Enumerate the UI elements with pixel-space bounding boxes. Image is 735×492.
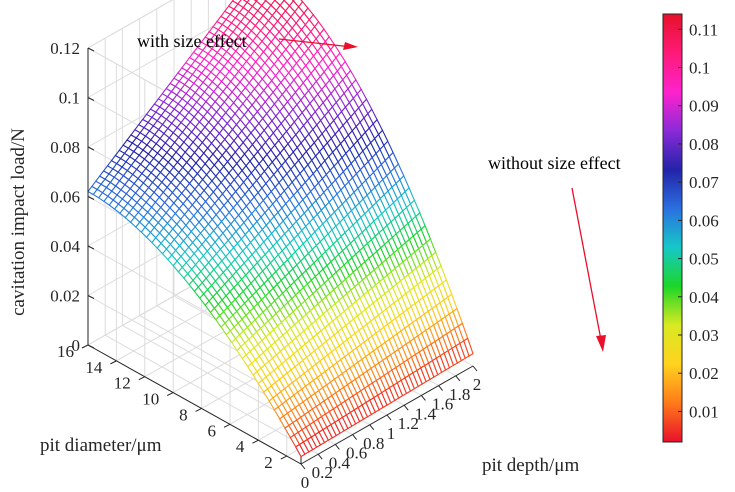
annotation-with-size-effect-arrowhead xyxy=(343,42,358,50)
x-tick-label: 0.4 xyxy=(329,453,351,472)
colorbar-tick-label: 0.04 xyxy=(689,288,719,307)
x-tick-mark xyxy=(421,395,426,401)
x-tick-mark xyxy=(455,375,461,382)
colorbar-tick-label: 0.02 xyxy=(689,364,719,383)
annotation-with-size-effect-text: with size effect xyxy=(137,31,247,51)
grid-line xyxy=(104,334,319,455)
z-tick-label: 0.1 xyxy=(59,89,80,108)
y-tick-label: 16 xyxy=(57,342,74,361)
x-tick-label: 1.2 xyxy=(398,414,419,433)
x-tick-mark xyxy=(369,424,375,431)
z-tick-mark xyxy=(87,245,95,250)
x-axis-label: pit depth/μm xyxy=(482,455,579,476)
x-tick-mark xyxy=(335,444,340,450)
annotation-without-size-effect-arrowhead xyxy=(596,335,606,352)
x-tick-mark xyxy=(300,463,306,470)
y-tick-label: 8 xyxy=(179,405,188,424)
y-tick-mark xyxy=(280,455,288,460)
y-tick-mark xyxy=(252,439,259,444)
y-tick-mark xyxy=(138,376,146,381)
z-tick-mark xyxy=(87,146,95,151)
y-tick-mark xyxy=(223,423,231,428)
y-tick-label: 4 xyxy=(236,437,245,456)
x-tick-mark xyxy=(386,414,392,421)
y-tick-label: 6 xyxy=(208,421,217,440)
z-tick-label: 0 xyxy=(72,336,81,355)
annotation-with-size-effect: with size effect xyxy=(137,31,358,51)
y-tick-mark xyxy=(110,360,117,365)
x-tick-label: 0.2 xyxy=(312,463,333,482)
surface-cell xyxy=(242,0,250,4)
x-tick-mark xyxy=(472,365,478,372)
x-tick-mark xyxy=(438,385,443,391)
y-tick-mark xyxy=(81,344,89,349)
x-tick-mark xyxy=(403,404,409,411)
x-tick-label: 1 xyxy=(387,424,396,443)
colorbar-tick-label: 0.01 xyxy=(689,402,719,421)
x-tick-label: 0.8 xyxy=(363,434,384,453)
annotation-without-size-effect-arrow xyxy=(571,187,602,341)
colorbar-tick-label: 0.09 xyxy=(689,97,719,116)
y-axis-line xyxy=(87,344,302,465)
y-axis-label: pit diameter/μm xyxy=(40,435,162,456)
z-tick-mark xyxy=(87,344,95,349)
surface-mesh xyxy=(87,0,474,458)
y-tick-label: 2 xyxy=(264,453,273,472)
colorbar-tick-label: 0.1 xyxy=(689,59,710,78)
y-tick-label: 14 xyxy=(85,358,103,377)
x-tick-label: 0.6 xyxy=(346,444,367,463)
z-tick-label: 0.06 xyxy=(50,188,80,207)
x-tick-label: 1.8 xyxy=(449,385,470,404)
y-tick-label: 10 xyxy=(142,390,159,409)
colorbar-ticks: 0.01 0.02 0.03 0.04 0.05 0.06 0.07 0.08 0.09 0.1 0… xyxy=(678,20,719,421)
annotation-without-size-effect: without size effect xyxy=(488,153,621,352)
colorbar-tick-label: 0.08 xyxy=(689,135,719,154)
tick-labels: 00.020.040.060.080.10.1224681012141600.2… xyxy=(50,39,481,492)
y-tick-mark xyxy=(166,392,174,397)
x-tick-label: 0 xyxy=(301,473,310,492)
x-tick-mark xyxy=(352,434,357,440)
box-edge xyxy=(87,0,174,49)
colorbar-tick-label: 0.07 xyxy=(689,173,719,192)
annotation-with-size-effect-arrow xyxy=(278,38,353,48)
x-tick-mark xyxy=(317,453,323,460)
z-tick-mark xyxy=(87,295,95,299)
colorbar-tick-label: 0.11 xyxy=(689,20,718,39)
colorbar-tick-label: 0.03 xyxy=(689,326,719,345)
x-tick-label: 1.4 xyxy=(415,404,437,423)
z-tick-mark xyxy=(87,196,95,200)
z-tick-label: 0.04 xyxy=(50,237,80,256)
colorbar-tick-label: 0.05 xyxy=(689,250,719,269)
z-tick-label: 0.12 xyxy=(50,39,80,58)
colorbar-tick-label: 0.06 xyxy=(689,211,719,230)
z-tick-label: 0.08 xyxy=(50,138,80,157)
z-axis-label: cavitation impact load/N xyxy=(8,128,29,316)
x-tick-label: 1.6 xyxy=(432,395,453,414)
colorbar-gradient xyxy=(662,13,683,443)
z-tick-mark xyxy=(87,47,95,52)
x-tick-label: 2 xyxy=(473,375,482,394)
annotation-without-size-effect-text: without size effect xyxy=(488,153,621,173)
surface-cell xyxy=(463,337,474,357)
y-tick-mark xyxy=(195,408,202,412)
z-tick-mark xyxy=(87,97,95,101)
colorbar: 0.01 0.02 0.03 0.04 0.05 0.06 0.07 0.08 0.09 0.1 0… xyxy=(662,13,719,443)
z-tick-label: 0.02 xyxy=(50,287,80,306)
y-tick-label: 12 xyxy=(114,374,131,393)
